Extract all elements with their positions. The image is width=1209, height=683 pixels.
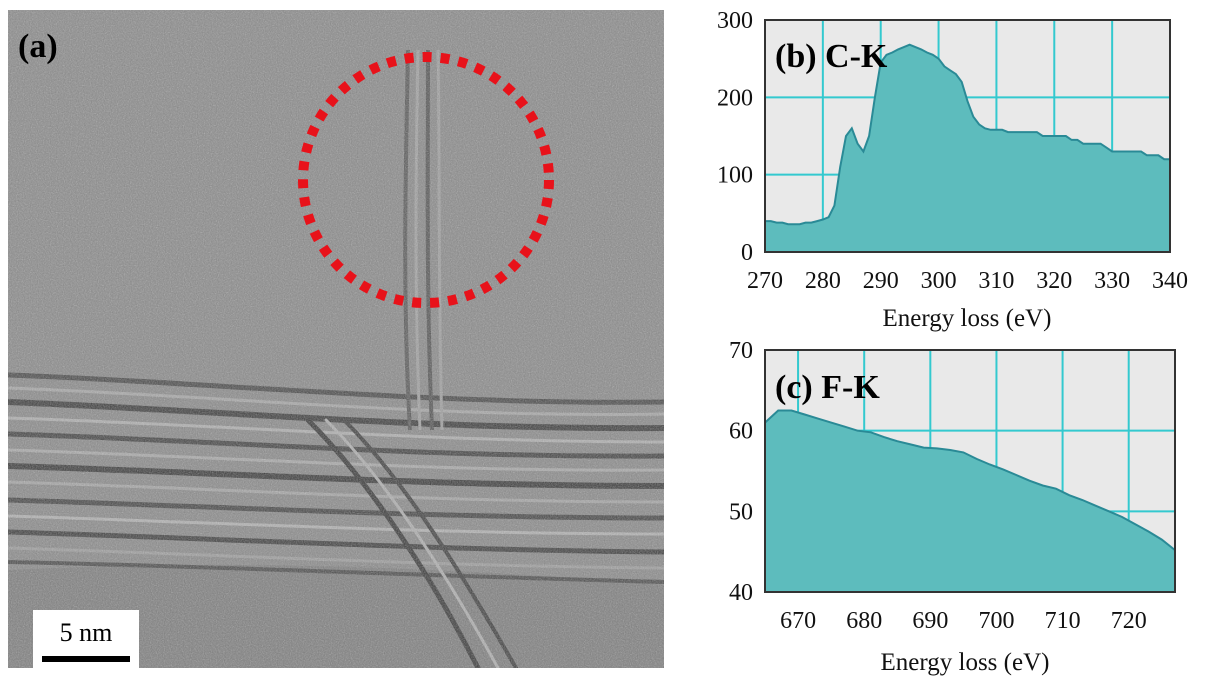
x-tick-label: 690 <box>912 608 948 634</box>
panel-c-label: (c) F-K <box>775 369 880 406</box>
x-axis-label: Energy loss (eV) <box>881 649 1050 676</box>
y-tick-label: 50 <box>729 499 753 525</box>
y-tick-label: 40 <box>729 580 753 606</box>
tem-micrograph: (a) 5 nm <box>8 10 664 668</box>
y-tick-label: 300 <box>717 8 753 34</box>
x-tick-label: 270 <box>747 268 783 294</box>
scale-bar: 5 nm <box>33 610 139 668</box>
highlight-circle <box>298 52 554 308</box>
panel-b-label: (b) C-K <box>775 38 888 75</box>
x-tick-label: 280 <box>805 268 841 294</box>
spectrum-area <box>765 44 1170 253</box>
spectrum-line <box>764 409 1176 551</box>
scale-bar-line <box>42 656 130 662</box>
x-tick-label: 680 <box>846 608 882 634</box>
x-tick-label: 330 <box>1094 268 1130 294</box>
y-tick-label: 60 <box>729 419 753 445</box>
x-tick-label: 300 <box>921 268 957 294</box>
x-tick-label: 320 <box>1036 268 1072 294</box>
y-tick-label: 100 <box>717 163 753 189</box>
x-tick-label: 710 <box>1045 608 1081 634</box>
eels-chart-fk: 670 680 690 700 710 720 40 50 60 70 (c) F-K Energ… <box>729 340 1176 676</box>
x-tick-label: 310 <box>978 268 1014 294</box>
x-tick-label: 720 <box>1111 608 1147 634</box>
eels-chart-ck: 270 280 290 300 310 320 330 340 0 100 200 300 (b) C… <box>717 8 1188 332</box>
x-tick-label: 290 <box>863 268 899 294</box>
x-tick-label: 700 <box>978 608 1014 634</box>
y-tick-label: 200 <box>717 85 753 111</box>
x-tick-label: 340 <box>1152 268 1188 294</box>
x-axis-label: Energy loss (eV) <box>883 305 1052 332</box>
tem-image <box>8 10 664 668</box>
spectrum-line <box>765 43 1170 226</box>
y-tick-label: 70 <box>729 340 753 364</box>
panel-a-label: (a) <box>18 28 58 65</box>
x-tick-label: 670 <box>780 608 816 634</box>
scale-bar-label: 5 nm <box>59 618 113 647</box>
y-tick-label: 0 <box>741 240 753 266</box>
spectrum-area <box>765 410 1175 592</box>
